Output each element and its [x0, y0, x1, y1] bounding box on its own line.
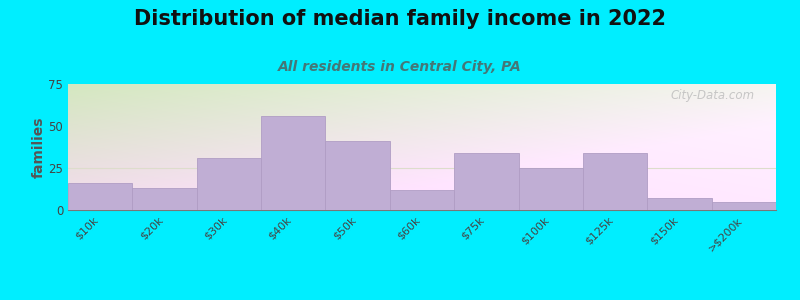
- Bar: [583, 153, 647, 210]
- Bar: [518, 168, 583, 210]
- Text: City-Data.com: City-Data.com: [670, 89, 754, 102]
- Y-axis label: families: families: [31, 116, 46, 178]
- Bar: [712, 202, 776, 210]
- Bar: [132, 188, 197, 210]
- Bar: [326, 141, 390, 210]
- Bar: [68, 183, 132, 210]
- Bar: [647, 198, 712, 210]
- Text: Distribution of median family income in 2022: Distribution of median family income in …: [134, 9, 666, 29]
- Bar: [197, 158, 261, 210]
- Text: All residents in Central City, PA: All residents in Central City, PA: [278, 60, 522, 74]
- Bar: [261, 116, 326, 210]
- Bar: [390, 190, 454, 210]
- Bar: [454, 153, 518, 210]
